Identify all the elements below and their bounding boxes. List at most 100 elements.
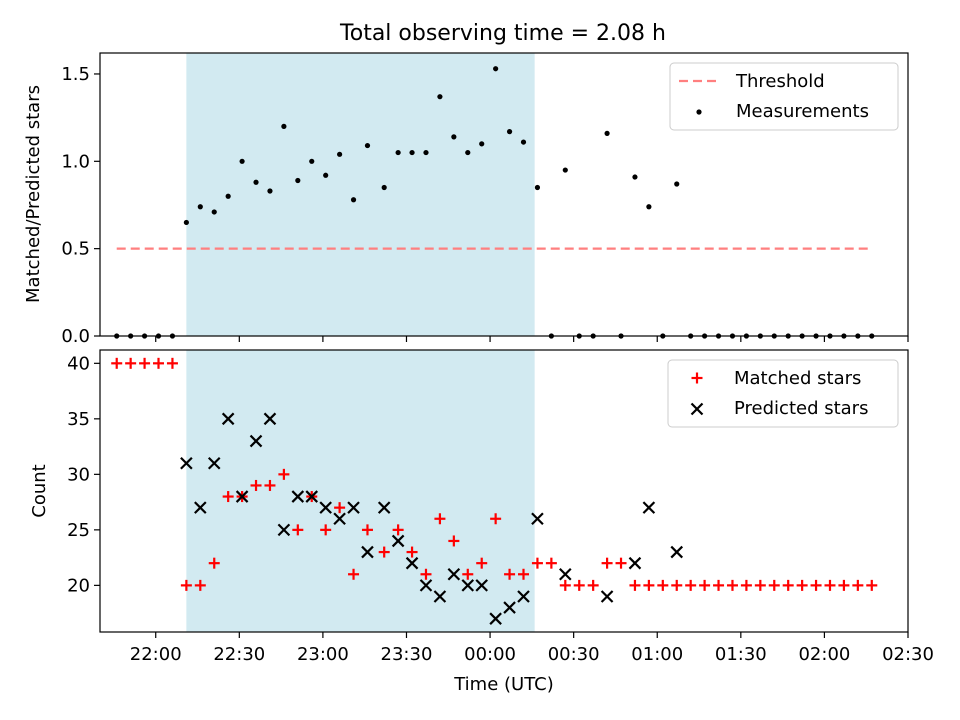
measurement-point (225, 193, 231, 199)
matched-star-point (740, 579, 752, 591)
predicted-star-point (221, 412, 235, 426)
matched-star-point (685, 579, 697, 591)
matched-star-point (754, 579, 766, 591)
measurement-point (381, 184, 387, 191)
matched-star-point (406, 546, 418, 558)
matched-star-point (462, 568, 474, 580)
x-tick-label: 02:00 (798, 644, 850, 665)
matched-star-point (629, 579, 641, 591)
measurement-point (409, 149, 415, 156)
predicted-star-point (419, 579, 433, 592)
matched-star-point (768, 579, 780, 591)
predicted-star-point (559, 567, 572, 581)
measurement-point (281, 123, 287, 129)
predicted-star-point (291, 490, 305, 503)
predicted-star-point (347, 501, 360, 514)
measurement-point (493, 66, 499, 72)
matched-star-point (361, 524, 373, 536)
predicted-star-point (628, 556, 642, 570)
x-tick-label: 22:00 (130, 644, 182, 665)
measurement-point (239, 158, 245, 164)
predicted-star-point (391, 534, 405, 548)
matched-star-point (726, 579, 738, 591)
top-legend: Threshold Measurements (669, 62, 899, 131)
legend-threshold-label: Threshold (735, 71, 825, 92)
matched-star-point (378, 546, 390, 558)
matched-star-point (348, 568, 360, 580)
measurement-point (479, 141, 485, 147)
y-tick-label: 1.5 (61, 64, 90, 85)
matched-star-point (320, 524, 332, 536)
matched-star-point (782, 579, 794, 591)
measurement-point (337, 151, 343, 157)
measurement-point (253, 179, 259, 185)
matched-star-point (810, 579, 822, 591)
bottom-panel: 20 25 30 35 40 22:00 22:30 23:00 23:30 00:00 00:3… (29, 349, 934, 695)
matched-star-point (222, 491, 234, 503)
matched-star-point (545, 557, 557, 569)
y-tick-label: 40 (67, 353, 90, 374)
measurement-point (183, 219, 189, 226)
top-panel: 0.0 0.5 1.0 1.5 Matched/Predicted stars Thr… (23, 52, 909, 347)
measurement-point (364, 142, 371, 149)
matched-star-point (420, 568, 432, 580)
bottom-series-group (111, 357, 878, 625)
matched-star-point (490, 513, 502, 525)
matched-star-point (476, 557, 488, 569)
matched-star-point (153, 357, 165, 369)
y-tick-label: 20 (67, 575, 90, 596)
top-ytick-group: 0.0 0.5 1.0 1.5 (61, 64, 100, 347)
measurement-point (295, 177, 301, 184)
matched-star-point (796, 579, 808, 591)
matched-star-point (699, 579, 711, 591)
matched-star-point (292, 524, 304, 536)
x-tick-label: 02:30 (882, 644, 934, 665)
predicted-star-point (249, 434, 263, 448)
measurement-point (309, 158, 315, 164)
matched-star-point (573, 579, 585, 591)
matched-star-point (559, 579, 571, 591)
legend-matched-label: Matched stars (734, 368, 861, 389)
matched-star-point (434, 513, 446, 525)
matched-star-point (838, 579, 850, 591)
top-y-axis-label: Matched/Predicted stars (23, 85, 44, 303)
legend-cross-glyph (690, 402, 704, 416)
legend-measurements-label: Measurements (736, 101, 869, 122)
measurement-point (451, 134, 457, 140)
bottom-xtick-group: 22:00 22:30 23:00 23:30 00:00 00:30 01:00 01:30… (130, 632, 934, 665)
x-axis-label: Time (UTC) (453, 674, 554, 695)
x-tick-label: 01:00 (631, 644, 683, 665)
bottom-plot-frame (99, 349, 909, 633)
matched-star-point (587, 579, 599, 591)
matched-star-point (194, 579, 206, 591)
predicted-star-point (333, 512, 346, 526)
predicted-star-point (461, 579, 475, 592)
matched-star-point (250, 479, 262, 491)
predicted-star-point (447, 567, 461, 581)
legend-predicted-label: Predicted stars (734, 398, 868, 419)
matched-star-point (504, 568, 516, 580)
measurement-point (520, 139, 527, 145)
predicted-star-point (263, 412, 277, 426)
predicted-star-point (377, 501, 391, 514)
legend-predicted-marker (690, 402, 704, 416)
legend-plus-glyph (691, 372, 703, 384)
measurement-point (423, 149, 429, 156)
matched-star-point (866, 579, 878, 591)
matched-star-point (615, 557, 627, 569)
matched-star-point (139, 357, 151, 369)
measurement-point (534, 184, 541, 191)
legend-matched-marker (691, 372, 703, 384)
matched-star-point (264, 479, 276, 491)
predicted-star-point (642, 501, 656, 514)
matched-star-point (643, 579, 655, 591)
measurement-point (267, 188, 273, 194)
matched-star-point (824, 579, 836, 591)
bottom-legend: Matched stars Predicted stars (667, 359, 899, 428)
predicted-star-point (475, 579, 488, 592)
predicted-star-point (670, 545, 684, 559)
top-shaded-interval (186, 53, 535, 336)
y-tick-label: 25 (67, 520, 90, 541)
matched-star-point (657, 579, 669, 591)
